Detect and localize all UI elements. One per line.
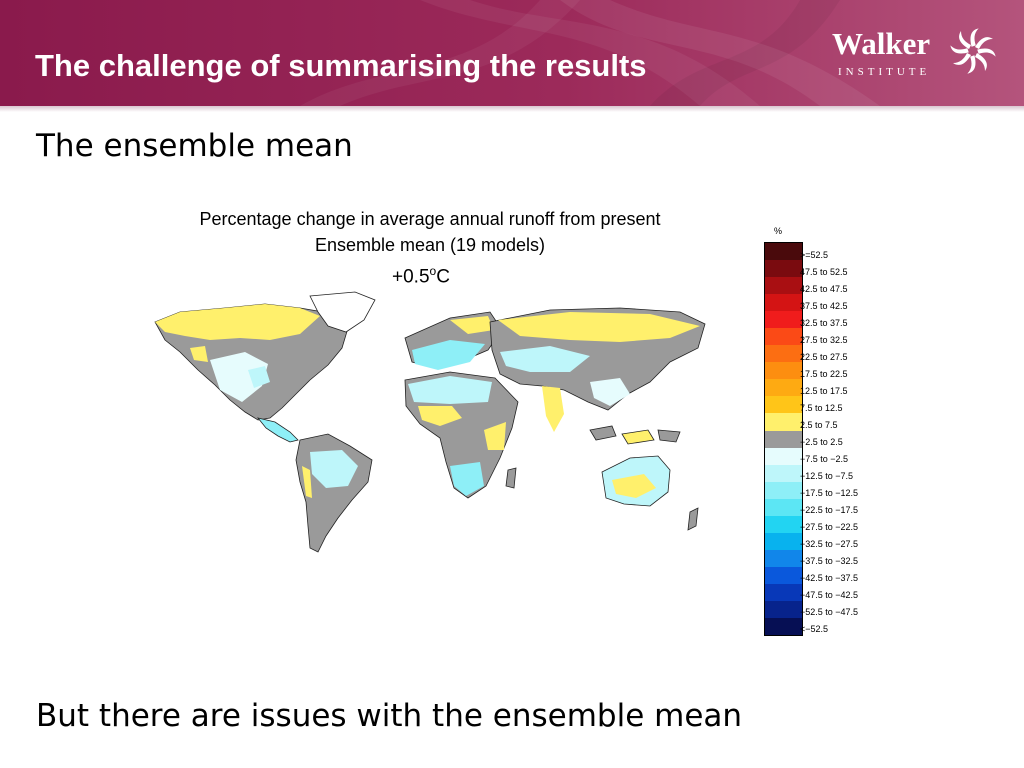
temperature-label: +0.5oC: [392, 264, 450, 288]
legend-labels: >=52.5 47.5 to 52.5 42.5 to 47.5 37.5 to 42…: [800, 242, 890, 635]
legend-swatch: [765, 566, 802, 584]
legend-swatch: [765, 413, 802, 431]
legend-swatch: [765, 464, 802, 482]
legend-label: 12.5 to 17.5: [800, 385, 848, 396]
legend-swatch: [765, 396, 802, 414]
legend-label: −17.5 to −12.5: [800, 488, 859, 499]
legend-label: −27.5 to −22.5: [800, 522, 859, 533]
legend-label: 2.5 to 7.5: [800, 419, 838, 430]
banner-shadow: [0, 106, 1024, 112]
legend-swatch: [765, 311, 802, 329]
temperature-unit: C: [436, 266, 450, 288]
degree-symbol: o: [429, 264, 437, 278]
walker-institute-logo: Walker INSTITUTE: [832, 26, 1002, 84]
legend-label: −32.5 to −27.5: [800, 539, 859, 550]
logo-subtext: INSTITUTE: [838, 66, 931, 78]
legend-swatch: [765, 549, 802, 567]
south-america: [295, 433, 373, 553]
australia: [601, 455, 671, 507]
color-legend: [764, 242, 803, 636]
legend-label: 17.5 to 22.5: [800, 368, 848, 379]
legend-label: 42.5 to 47.5: [800, 283, 848, 294]
asia: [489, 307, 706, 432]
legend-label: −2.5 to 2.5: [800, 437, 843, 447]
new-zealand: [687, 507, 699, 531]
legend-swatch: [765, 328, 802, 346]
africa: [404, 371, 519, 499]
footer-text: But there are issues with the ensemble m…: [36, 698, 743, 734]
legend-label: −47.5 to −42.5: [800, 590, 859, 601]
legend-label: 7.5 to 12.5: [800, 402, 843, 413]
temperature-value: +0.5: [392, 266, 430, 288]
legend-label: 27.5 to 32.5: [800, 334, 848, 345]
legend-label: 37.5 to 42.5: [800, 300, 848, 311]
legend-unit: %: [774, 226, 783, 236]
legend-swatch: [765, 243, 802, 261]
legend-label: −22.5 to −17.5: [800, 505, 859, 516]
north-america: [154, 303, 349, 421]
legend-label: 47.5 to 52.5: [800, 266, 848, 277]
legend-label: >=52.5: [800, 249, 829, 260]
legend-label: −37.5 to −32.5: [800, 556, 859, 567]
figure-title-line2: Ensemble mean (19 models): [314, 235, 546, 255]
header-banner: The challenge of summarising the results…: [0, 0, 1024, 106]
figure-title-line1: Percentage change in average annual runo…: [199, 209, 661, 229]
legend-swatch: [765, 498, 802, 516]
slide-subtitle: The ensemble mean: [36, 128, 353, 164]
greenland: [309, 291, 376, 333]
legend-swatch: [765, 600, 802, 619]
world-runoff-map: [154, 291, 706, 553]
legend-swatch: [765, 379, 802, 397]
swirl-logo-icon: [950, 28, 996, 74]
legend-swatch: [765, 583, 802, 601]
legend-label: −7.5 to −2.5: [800, 454, 849, 465]
slide-title: The challenge of summarising the results: [35, 48, 647, 83]
legend-swatch: [765, 481, 802, 499]
legend-swatch: [765, 447, 802, 465]
legend-swatch: [765, 260, 802, 278]
logo-wordmark: Walker: [832, 26, 931, 61]
legend-swatch: [765, 515, 802, 533]
legend-swatch: [765, 345, 802, 363]
legend-label: −52.5 to −47.5: [800, 607, 859, 618]
legend-label: 22.5 to 27.5: [800, 351, 848, 362]
legend-label: 32.5 to 37.5: [800, 317, 848, 328]
legend-swatch: [765, 618, 802, 636]
central-america: [256, 417, 299, 443]
legend-swatch: [765, 430, 802, 448]
legend-swatch: [765, 362, 802, 380]
legend-swatch: [765, 277, 802, 295]
legend-swatch: [765, 532, 802, 550]
europe: [404, 311, 503, 370]
madagascar: [505, 467, 517, 489]
banner-pattern: [300, 0, 880, 106]
indonesia: [589, 425, 681, 445]
legend-label: −12.5 to −7.5: [800, 471, 854, 482]
legend-swatch: [765, 294, 802, 312]
legend-label: <−52.5: [800, 624, 829, 635]
legend-label: −42.5 to −37.5: [800, 573, 859, 584]
